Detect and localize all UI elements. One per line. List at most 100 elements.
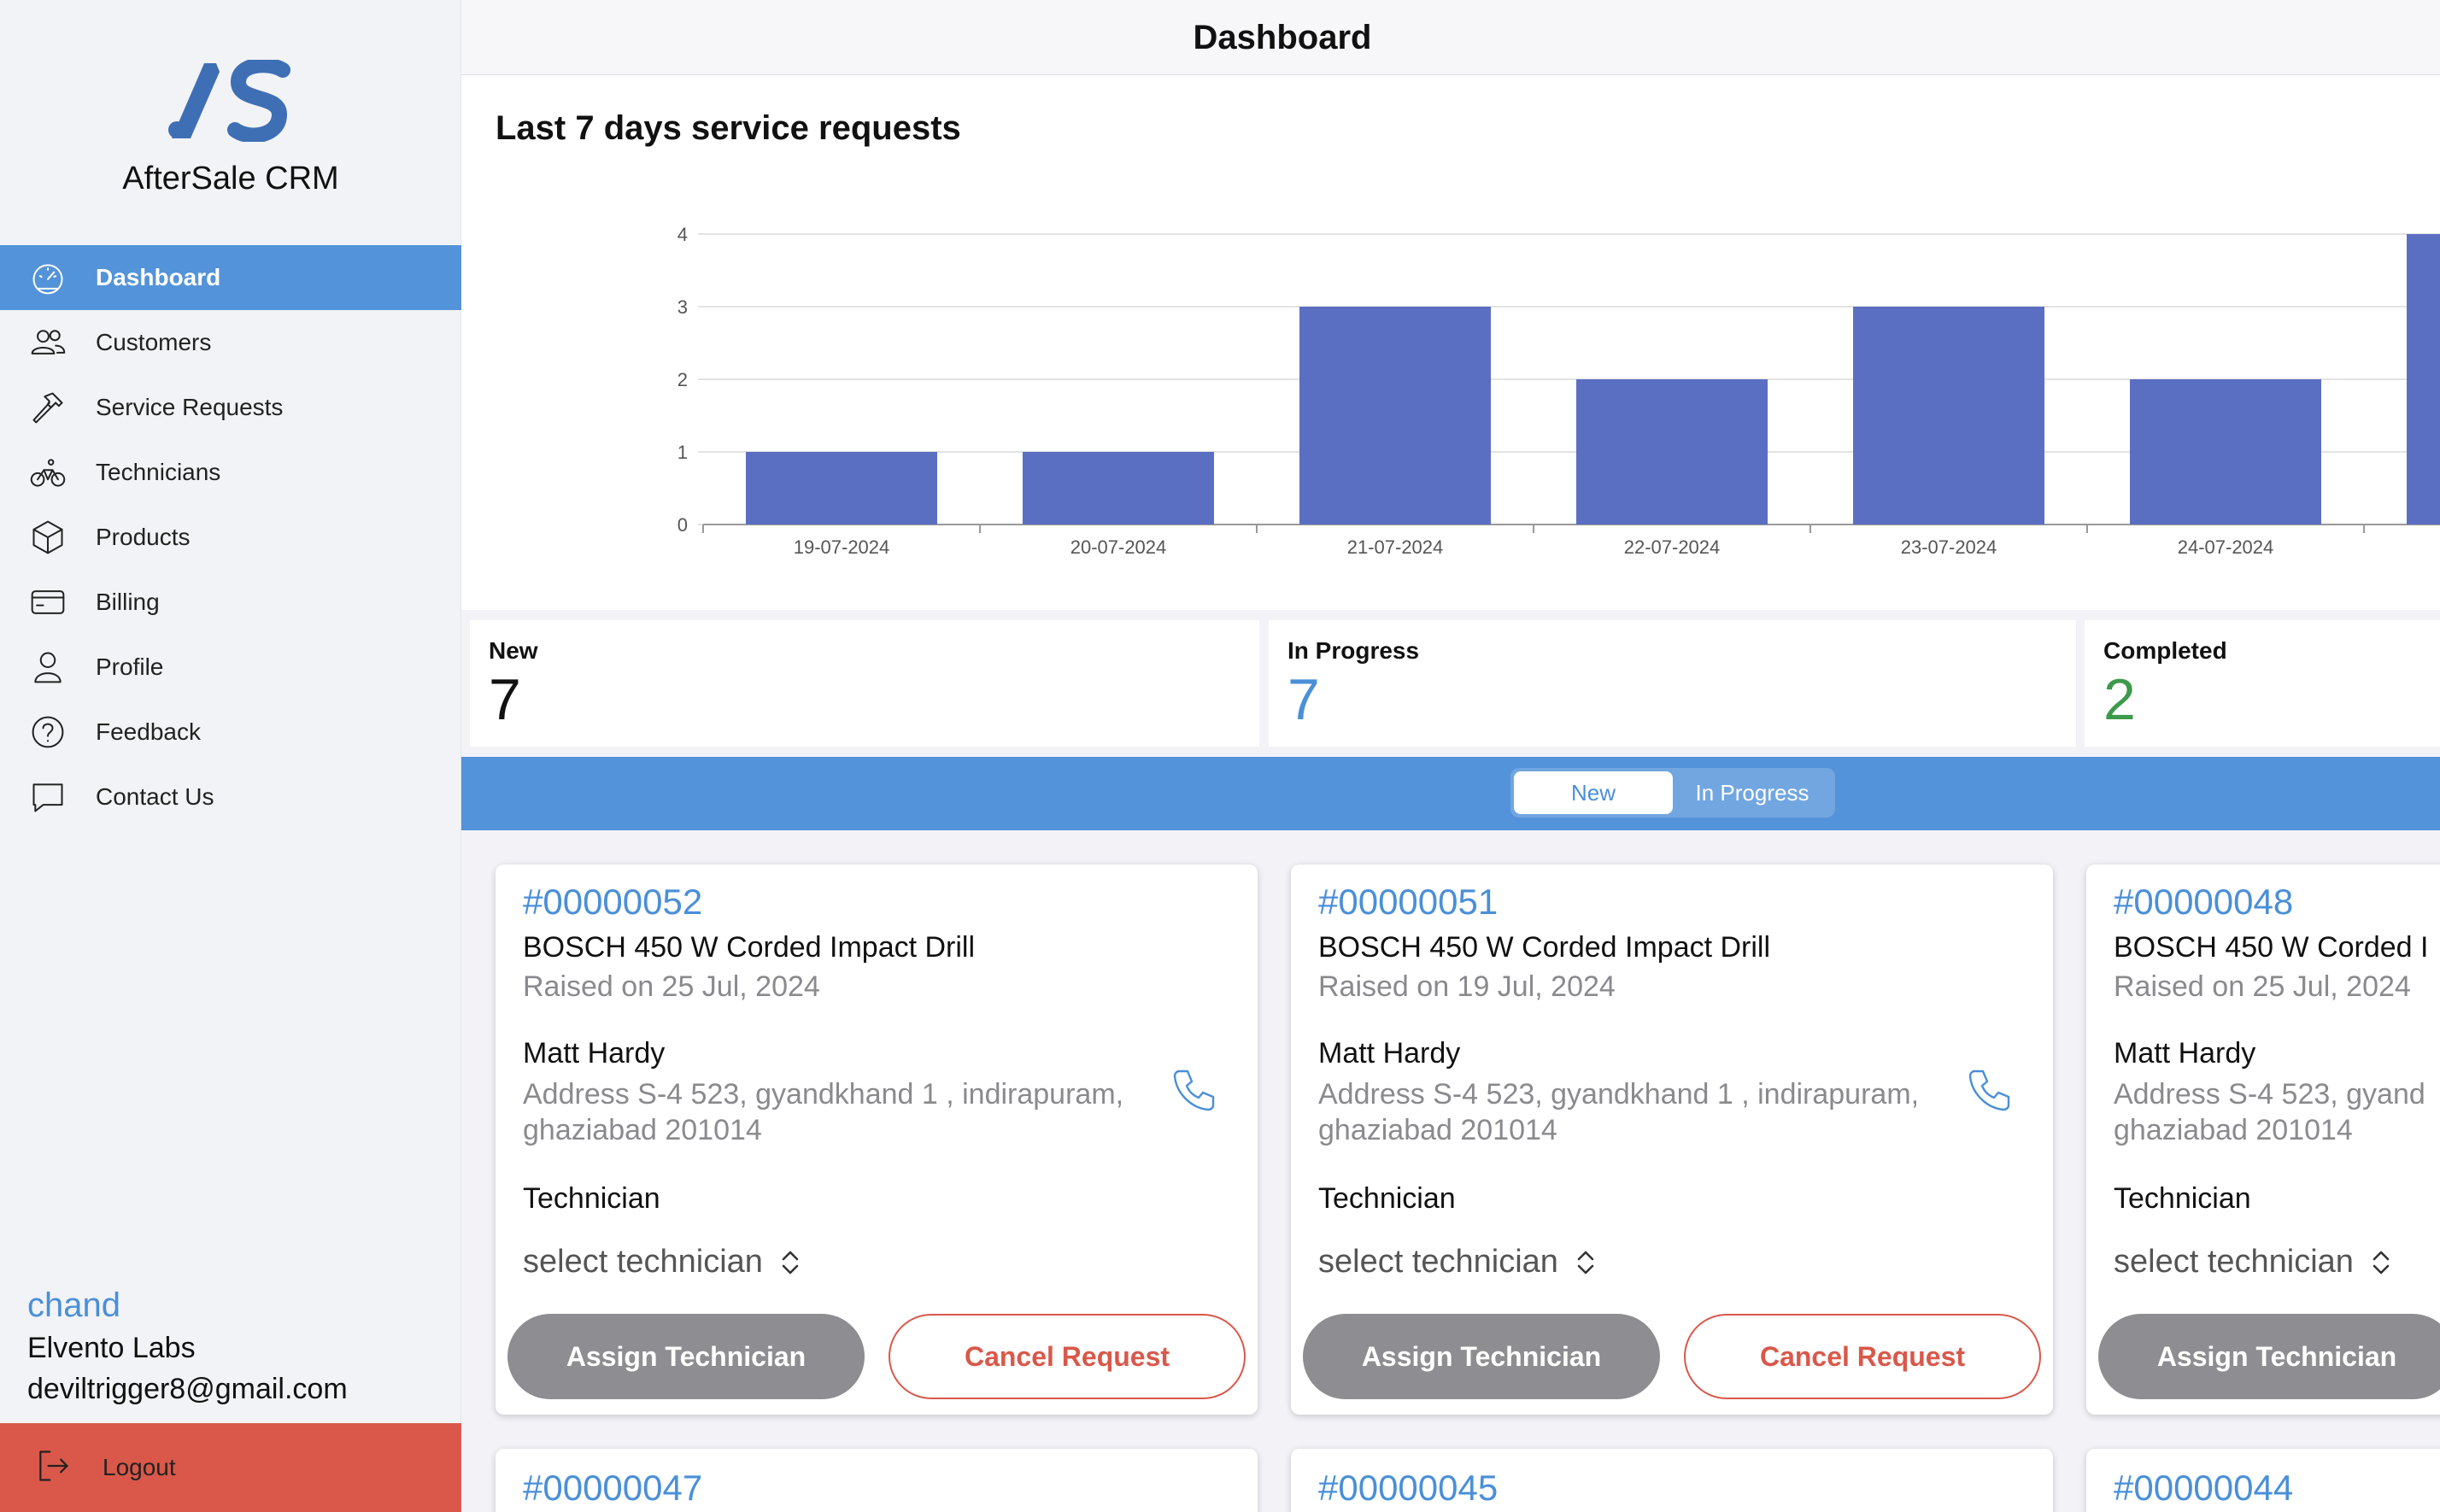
technician-label: Technician: [2114, 1182, 2251, 1215]
request-card: #00000048 BOSCH 450 W Corded I Raised on…: [2086, 864, 2440, 1415]
sidebar-item-label: Service Requests: [96, 394, 284, 420]
customer-address: Address S-4 523, gyandkhand 1 , indirapu…: [523, 1078, 1124, 1146]
tab-new[interactable]: New: [1514, 771, 1673, 814]
x-tick-label: 23-07-2024: [1901, 536, 1997, 558]
app-logo: [168, 60, 290, 142]
request-id[interactable]: #00000051: [1318, 882, 1499, 922]
bicycle-icon: [27, 452, 68, 493]
customer-address: Address S-4 523, gyand ghaziabad 201014: [2114, 1078, 2425, 1146]
request-id[interactable]: #00000044: [2114, 1468, 2294, 1508]
raised-date: Raised on 25 Jul, 2024: [523, 970, 820, 1003]
stat-card-completed: Completed 2: [2085, 620, 2440, 747]
request-card: #00000047: [496, 1449, 1258, 1512]
user-info: chand Elvento Labs deviltrigger8@gmail.c…: [27, 1283, 348, 1409]
product-name: BOSCH 450 W Corded Impact Drill: [1318, 931, 1771, 964]
customer-name: Matt Hardy: [1318, 1037, 1461, 1070]
stat-label-in-progress: In Progress: [1287, 637, 1420, 664]
y-tick-label: 2: [677, 369, 688, 390]
chevron-up-down-icon: [782, 1251, 799, 1274]
sidebar-item-customers[interactable]: Customers: [0, 310, 461, 375]
logout-label: Logout: [103, 1454, 176, 1480]
chart-bar: [1023, 452, 1214, 525]
stat-value-in-progress: 7: [1287, 667, 1320, 732]
logout-icon: [34, 1447, 72, 1489]
customer-name: Matt Hardy: [2114, 1037, 2256, 1070]
chart-bar: [746, 452, 937, 525]
speedometer-icon: [27, 257, 68, 298]
sidebar-item-label: Profile: [96, 653, 164, 680]
request-card: #00000045: [1291, 1449, 2053, 1512]
request-id[interactable]: #00000045: [1318, 1468, 1499, 1508]
assign-technician-button[interactable]: Assign Technician: [2098, 1314, 2440, 1399]
x-tick-label: 24-07-2024: [2178, 536, 2274, 558]
technician-select[interactable]: select technician: [523, 1244, 806, 1281]
y-tick-label: 3: [677, 296, 688, 318]
stat-label-completed: Completed: [2103, 637, 2227, 664]
product-name: BOSCH 450 W Corded Impact Drill: [523, 931, 976, 964]
sidebar-item-label: Dashboard: [96, 264, 221, 290]
chart-bar: [1299, 307, 1491, 525]
technician-select-value: select technician: [2114, 1244, 2354, 1280]
sidebar-item-label: Feedback: [96, 718, 201, 745]
chat-bubble-icon: [27, 777, 68, 818]
card-icon: [27, 582, 68, 623]
hammer-icon: [27, 387, 68, 428]
tab-in-progress[interactable]: In Progress: [1695, 779, 1809, 806]
customer-name: Matt Hardy: [523, 1037, 666, 1070]
phone-icon[interactable]: [1169, 1064, 1220, 1116]
sidebar-item-technicians[interactable]: Technicians: [0, 440, 461, 505]
sidebar-item-service-requests[interactable]: Service Requests: [0, 375, 461, 440]
request-id[interactable]: #00000047: [523, 1468, 703, 1508]
x-tick-label: 21-07-2024: [1347, 536, 1444, 558]
technician-label: Technician: [1318, 1182, 1456, 1215]
sidebar-item-label: Customers: [96, 329, 212, 355]
cancel-request-button[interactable]: Cancel Request: [1684, 1314, 2041, 1399]
phone-icon[interactable]: [1964, 1064, 2015, 1116]
chart-bar: [2130, 379, 2321, 525]
raised-date: Raised on 19 Jul, 2024: [1318, 970, 1616, 1003]
chart-title: Last 7 days service requests: [496, 109, 961, 147]
user-name: chand: [27, 1286, 120, 1324]
person-icon: [27, 647, 68, 688]
help-circle-icon: [27, 712, 68, 753]
assign-technician-button[interactable]: Assign Technician: [1303, 1314, 1660, 1399]
sidebar-item-label: Contact Us: [96, 783, 214, 810]
product-name: BOSCH 450 W Corded I: [2114, 931, 2429, 964]
top-bar: Dashboard: [461, 0, 2440, 75]
x-tick-label: 20-07-2024: [1070, 536, 1167, 558]
customer-address: Address S-4 523, gyandkhand 1 , indirapu…: [1318, 1078, 1920, 1146]
sidebar-item-feedback[interactable]: Feedback: [0, 700, 461, 765]
logout-button[interactable]: Logout: [0, 1423, 461, 1512]
app-name: AfterSale CRM: [122, 161, 339, 196]
sidebar-item-label: Products: [96, 524, 191, 550]
stat-card-new: New 7: [470, 620, 1259, 747]
sidebar: AfterSale CRM Dashboard Customers Servic…: [0, 0, 461, 1512]
request-id[interactable]: #00000052: [523, 882, 703, 922]
chevron-up-down-icon: [2373, 1251, 2390, 1274]
sidebar-item-label: Technicians: [96, 459, 221, 485]
sidebar-item-dashboard[interactable]: Dashboard: [0, 245, 461, 310]
chart-bar: [1576, 379, 1768, 525]
assign-technician-button[interactable]: Assign Technician: [507, 1314, 865, 1399]
people-icon: [27, 322, 68, 363]
cancel-request-button[interactable]: Cancel Request: [889, 1314, 1246, 1399]
request-id[interactable]: #00000048: [2114, 882, 2294, 922]
stat-label-new: New: [489, 637, 538, 664]
sidebar-nav: Dashboard Customers Service Requests Tec…: [0, 245, 461, 829]
chevron-up-down-icon: [1577, 1251, 1594, 1274]
y-tick-label: 0: [677, 514, 688, 536]
technician-select[interactable]: select technician: [1318, 1244, 1601, 1281]
technician-select-value: select technician: [523, 1244, 763, 1280]
sidebar-item-profile[interactable]: Profile: [0, 635, 461, 700]
sidebar-item-billing[interactable]: Billing: [0, 570, 461, 635]
request-card: #00000044: [2086, 1449, 2440, 1512]
bar-chart: 0 1 2 3 4 19-07-2024 20-07-2024 21-07-2024 22-07…: [677, 224, 2440, 558]
raised-date: Raised on 25 Jul, 2024: [2114, 970, 2411, 1003]
request-tab-bar: New In Progress: [461, 757, 2440, 830]
stat-value-new: 7: [489, 667, 521, 732]
sidebar-item-contact-us[interactable]: Contact Us: [0, 765, 461, 829]
sidebar-item-products[interactable]: Products: [0, 505, 461, 570]
y-tick-label: 1: [677, 442, 688, 463]
technician-select[interactable]: select technician: [2114, 1244, 2396, 1281]
user-company: Elvento Labs: [27, 1332, 196, 1364]
